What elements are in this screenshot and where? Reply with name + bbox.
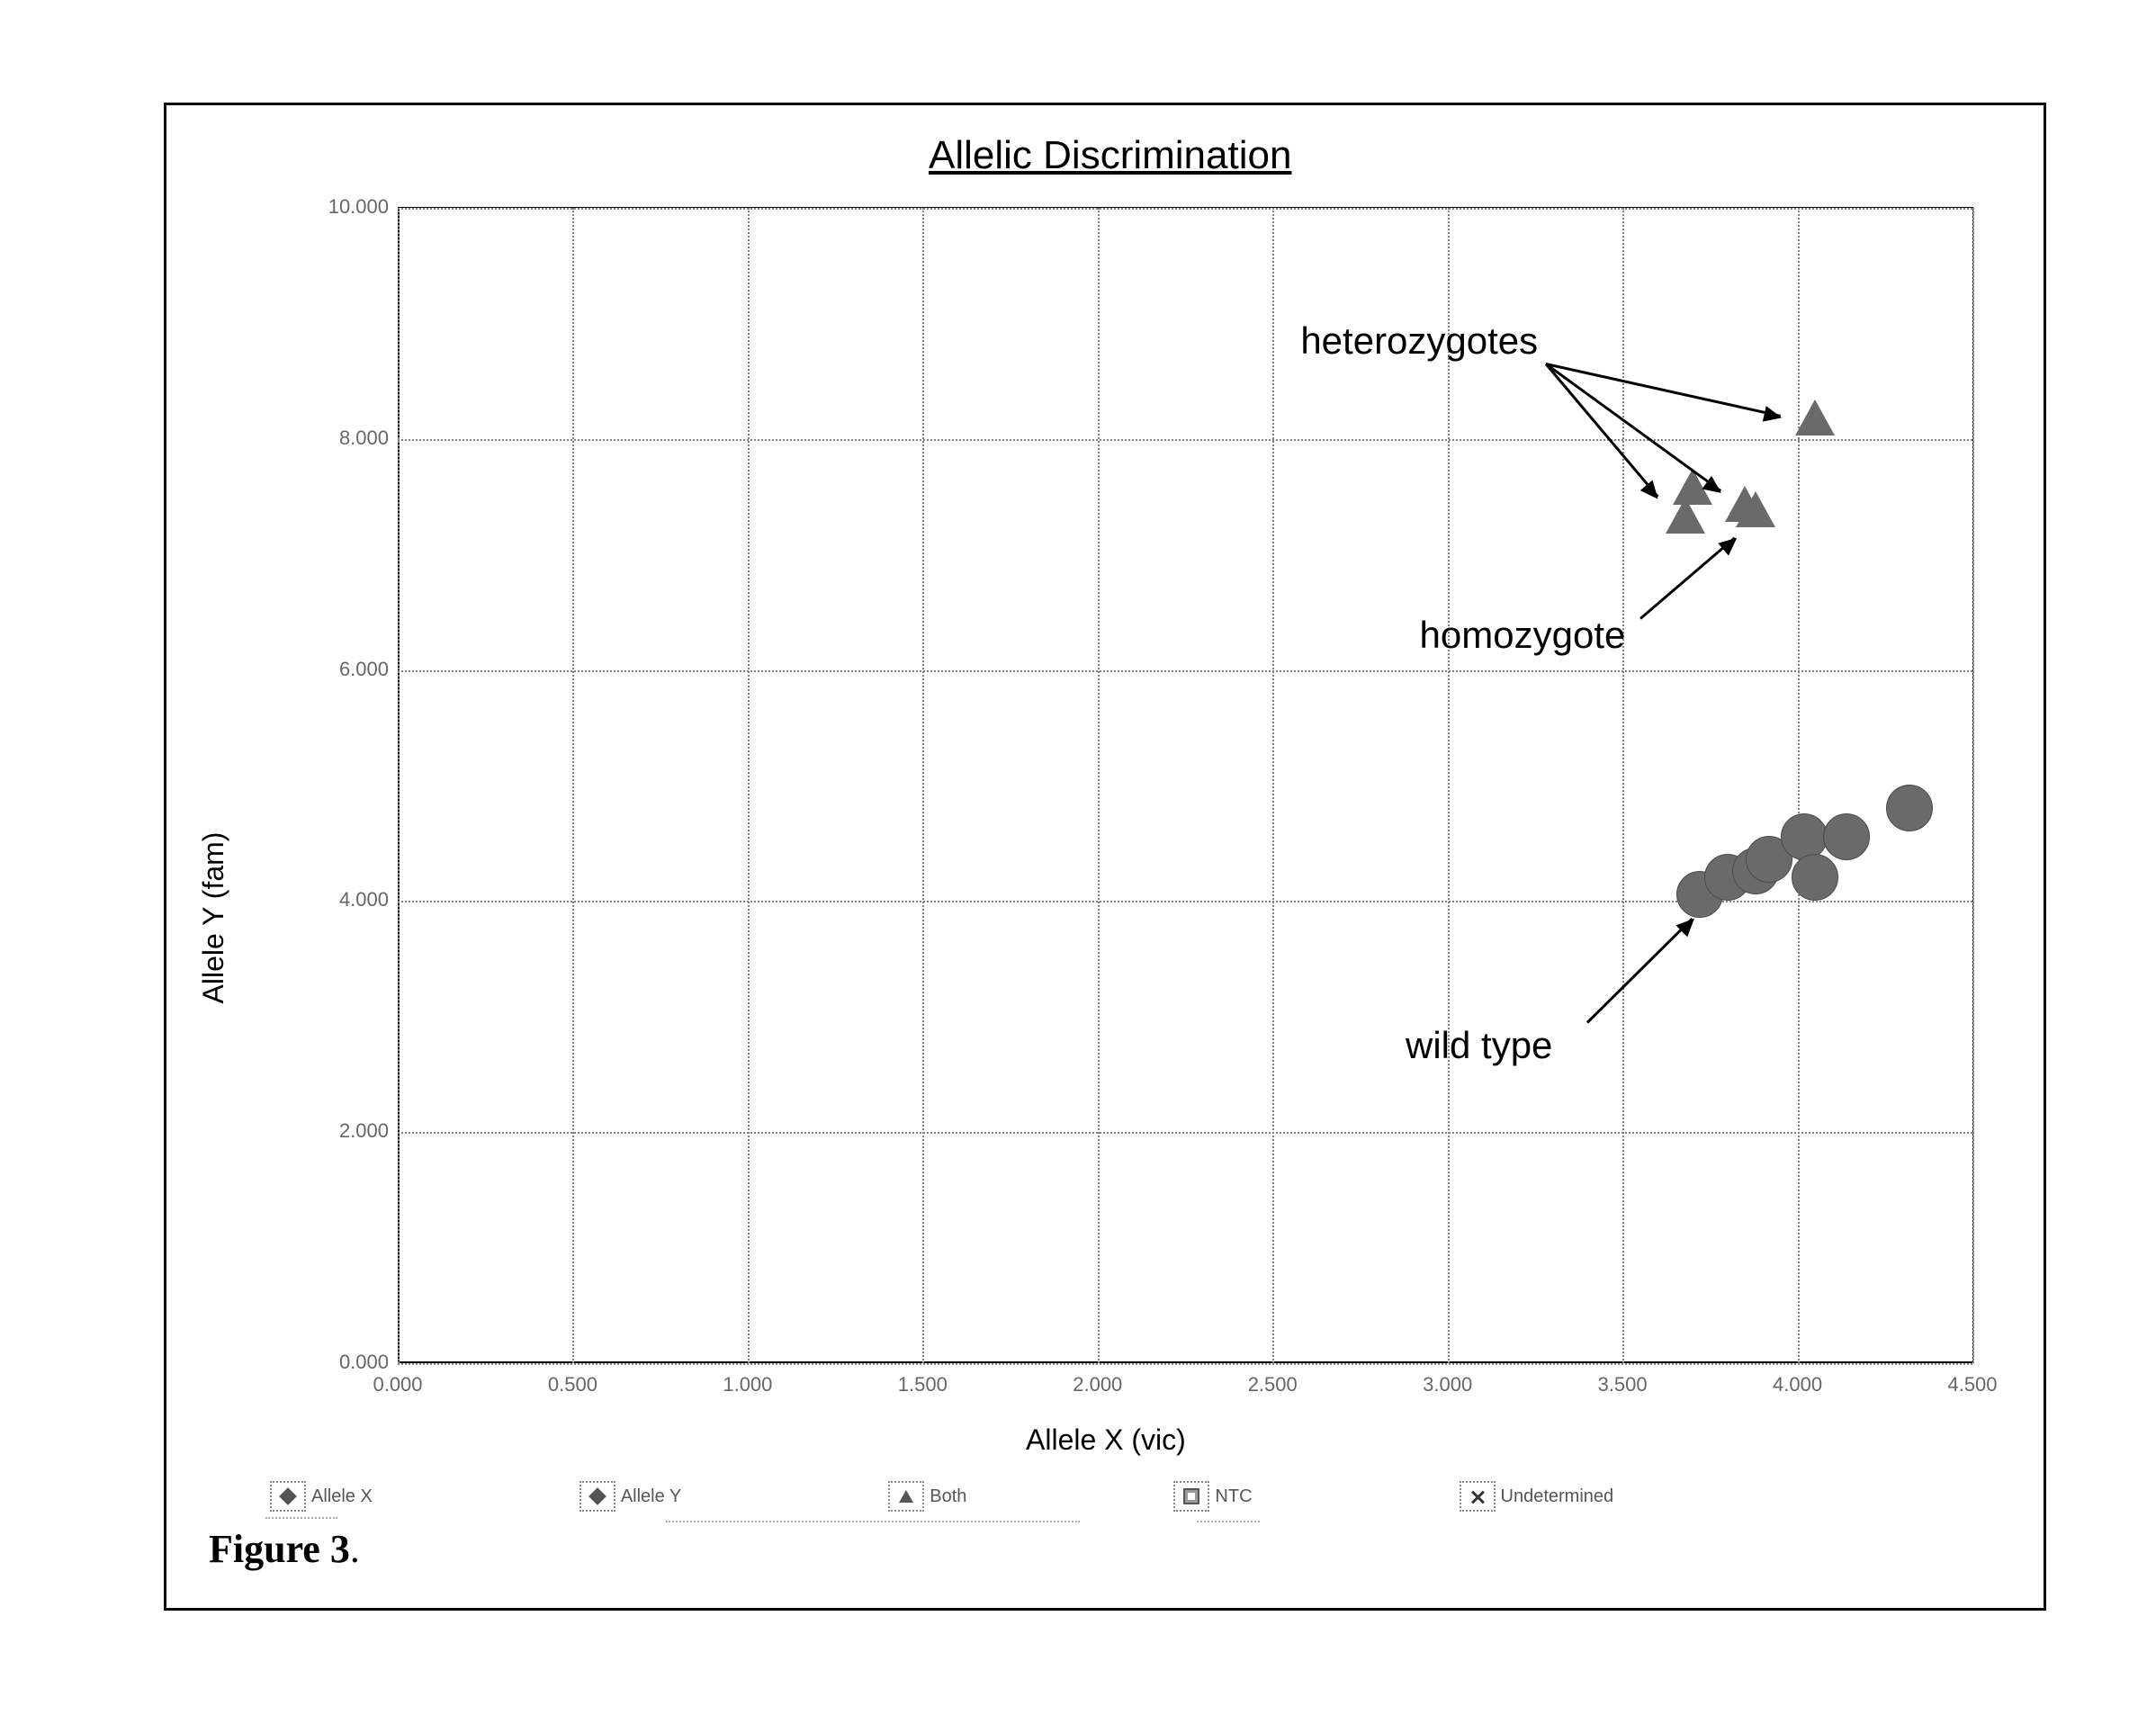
figure-caption: Figure 3. xyxy=(209,1526,360,1572)
figure-caption-bold: Figure 3 xyxy=(209,1527,350,1571)
chart-title: Allelic Discrimination xyxy=(929,133,1291,178)
legend-label: Both xyxy=(930,1486,966,1507)
data-point xyxy=(1736,491,1775,527)
legend-item: Allele X xyxy=(270,1481,373,1512)
annotation-label: heterozygotes xyxy=(1300,319,1538,363)
x-icon xyxy=(1471,1490,1484,1503)
y-tick-label: 2.000 xyxy=(321,1119,389,1143)
data-point xyxy=(1886,785,1933,831)
legend-speckle xyxy=(666,1521,1080,1522)
legend-label: Allele X xyxy=(311,1486,373,1507)
square-icon xyxy=(1183,1488,1199,1504)
triangle-icon xyxy=(899,1490,913,1503)
legend-speckle xyxy=(1197,1521,1260,1522)
annotation-label: wild type xyxy=(1406,1024,1552,1067)
diamond-icon xyxy=(588,1487,606,1505)
gridline-h xyxy=(398,208,1972,210)
legend-speckle xyxy=(265,1517,337,1519)
gridline-v xyxy=(1798,208,1800,1363)
gridline-v xyxy=(748,208,750,1363)
gridline-h xyxy=(398,670,1972,672)
data-point xyxy=(1823,813,1870,860)
y-tick-label: 4.000 xyxy=(321,888,389,911)
legend-swatch xyxy=(270,1481,306,1512)
y-tick-label: 10.000 xyxy=(321,195,389,219)
x-tick-label: 2.000 xyxy=(1073,1373,1122,1396)
x-tick-label: 4.000 xyxy=(1773,1373,1822,1396)
y-tick-label: 6.000 xyxy=(321,658,389,681)
x-tick-label: 0.000 xyxy=(373,1373,422,1396)
gridline-v xyxy=(1098,208,1100,1363)
gridline-v xyxy=(1448,208,1450,1363)
x-tick-label: 1.000 xyxy=(723,1373,772,1396)
legend-item: Undetermined xyxy=(1460,1481,1614,1512)
diamond-icon xyxy=(279,1487,297,1505)
data-point xyxy=(1792,854,1838,901)
legend-label: Allele Y xyxy=(621,1486,681,1507)
legend-item: NTC xyxy=(1173,1481,1252,1512)
legend: Allele X Allele Y Both NTC Undetermined xyxy=(270,1481,1613,1512)
annotation-label: homozygote xyxy=(1420,614,1626,657)
legend-label: NTC xyxy=(1215,1486,1252,1507)
gridline-h xyxy=(398,439,1972,441)
page-root: Allelic Discrimination Allele X (vic) Al… xyxy=(0,0,2156,1715)
gridline-h xyxy=(398,1132,1972,1134)
gridline-v xyxy=(572,208,574,1363)
gridline-h xyxy=(398,901,1972,902)
gridline-h xyxy=(398,1363,1972,1365)
data-point xyxy=(1781,813,1828,860)
gridline-v xyxy=(922,208,924,1363)
legend-item: Allele Y xyxy=(579,1481,681,1512)
figure-caption-tail: . xyxy=(350,1527,360,1571)
legend-swatch xyxy=(1460,1481,1496,1512)
gridline-v xyxy=(398,208,400,1363)
gridline-v xyxy=(1272,208,1274,1363)
legend-label: Undetermined xyxy=(1501,1486,1614,1507)
gridline-v xyxy=(1972,208,1974,1363)
legend-swatch xyxy=(888,1481,924,1512)
plot-area xyxy=(398,207,1973,1363)
x-tick-label: 3.500 xyxy=(1598,1373,1648,1396)
y-axis-label: Allele Y (fam) xyxy=(197,832,230,1004)
x-tick-label: 2.500 xyxy=(1248,1373,1298,1396)
x-tick-label: 3.000 xyxy=(1423,1373,1472,1396)
x-tick-label: 4.500 xyxy=(1947,1373,1997,1396)
x-tick-label: 0.500 xyxy=(548,1373,597,1396)
legend-item: Both xyxy=(888,1481,966,1512)
x-tick-label: 1.500 xyxy=(898,1373,948,1396)
x-axis-label: Allele X (vic) xyxy=(1026,1423,1186,1457)
y-tick-label: 8.000 xyxy=(321,427,389,450)
legend-swatch xyxy=(579,1481,615,1512)
data-point xyxy=(1795,400,1835,435)
legend-swatch xyxy=(1173,1481,1209,1512)
y-tick-label: 0.000 xyxy=(321,1351,389,1374)
